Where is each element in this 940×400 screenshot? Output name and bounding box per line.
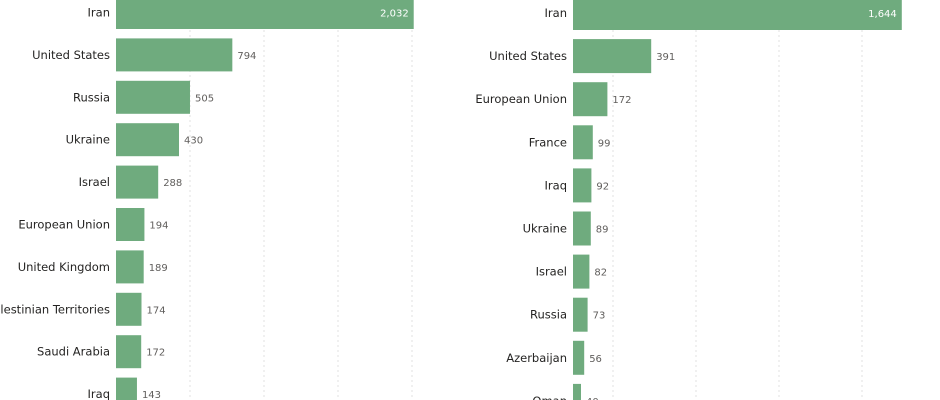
bar[interactable]	[573, 39, 652, 74]
bar[interactable]	[573, 297, 588, 332]
bar[interactable]	[573, 211, 591, 246]
value-label: 92	[596, 181, 609, 192]
bar[interactable]	[116, 377, 137, 400]
value-label: 172	[612, 95, 631, 106]
value-label: 794	[237, 51, 256, 62]
bar[interactable]	[573, 168, 592, 203]
category-label: United Kingdom	[18, 260, 110, 274]
bar[interactable]	[116, 292, 142, 326]
value-label: 505	[195, 93, 214, 104]
bar[interactable]	[573, 383, 581, 400]
category-label: Iraq	[88, 387, 110, 400]
value-label: 391	[656, 52, 675, 63]
category-label: Oman	[532, 394, 567, 400]
value-label: 89	[596, 225, 609, 236]
value-label: 73	[593, 311, 606, 322]
category-label: Iran	[545, 6, 567, 20]
value-label: 40	[586, 397, 599, 400]
category-label: Palestinian Territories	[0, 302, 110, 316]
category-label: Iraq	[545, 178, 567, 192]
value-label: 174	[146, 305, 165, 316]
value-label: 288	[163, 178, 182, 189]
bar[interactable]	[116, 250, 144, 284]
category-label: Saudi Arabia	[37, 345, 110, 359]
value-label: 99	[598, 138, 611, 149]
bar[interactable]	[573, 340, 585, 375]
category-label: United States	[489, 49, 567, 63]
bar[interactable]	[573, 82, 608, 117]
bar[interactable]	[116, 208, 145, 241]
category-label: Israel	[536, 265, 567, 279]
category-label: European Union	[18, 218, 110, 232]
value-label: 82	[594, 268, 607, 279]
category-label: Azerbaijan	[506, 351, 567, 365]
value-label: 2,032	[380, 9, 409, 20]
bar[interactable]	[116, 80, 190, 114]
right-bar-chart: Iran 1,644 United States 391 European Union 1…	[475, 0, 902, 400]
value-label: 143	[142, 390, 161, 400]
bar[interactable]	[116, 335, 142, 369]
bar[interactable]	[573, 254, 590, 289]
value-label: 172	[146, 348, 165, 359]
value-label: 430	[184, 136, 203, 147]
category-label: Russia	[530, 308, 567, 322]
bar[interactable]	[573, 125, 593, 160]
category-label: United States	[32, 48, 110, 62]
bar[interactable]	[116, 123, 179, 157]
category-label: France	[529, 135, 567, 149]
category-label: Russia	[73, 90, 110, 104]
value-label: 194	[149, 221, 168, 232]
bar[interactable]	[116, 0, 414, 29]
category-label: Ukraine	[523, 222, 567, 236]
bar[interactable]	[573, 0, 902, 30]
category-label: Iran	[88, 6, 110, 20]
category-label: Israel	[79, 175, 110, 189]
value-label: 1,644	[868, 9, 897, 20]
bar[interactable]	[116, 165, 159, 199]
bar[interactable]	[116, 38, 233, 72]
category-label: European Union	[475, 92, 567, 106]
left-bar-chart: Iran 2,032 United States 794 Russia 505 Ukrain…	[0, 0, 414, 400]
category-label: Ukraine	[66, 133, 110, 147]
value-label: 56	[589, 354, 602, 365]
value-label: 189	[149, 263, 168, 274]
